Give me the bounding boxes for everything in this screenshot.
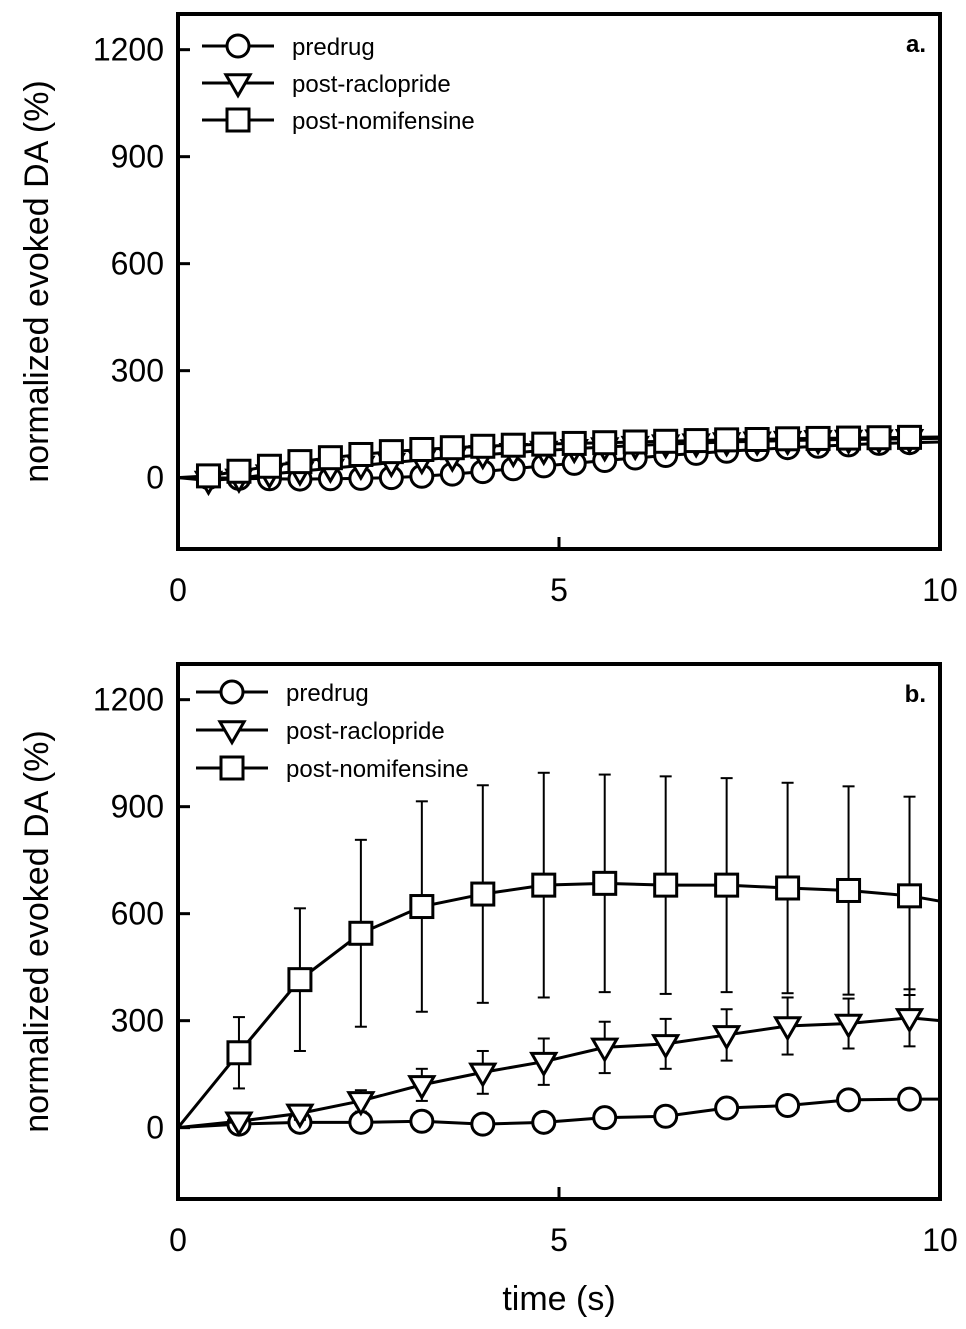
legend-label: post-raclopride xyxy=(286,718,445,745)
legend-label: predrug xyxy=(286,680,369,707)
y-tick-label: 900 xyxy=(111,789,164,825)
data-point xyxy=(378,439,404,465)
data-point xyxy=(683,428,709,454)
data-point xyxy=(226,458,252,484)
x-tick-label: 10 xyxy=(922,1222,958,1258)
legend-label: post-nomifensine xyxy=(292,108,475,135)
data-point xyxy=(470,881,496,907)
data-point xyxy=(836,425,862,451)
data-point xyxy=(650,1034,681,1060)
data-point xyxy=(592,870,618,896)
data-point xyxy=(226,1040,252,1066)
series-post-raclopride xyxy=(177,988,941,1137)
data-point xyxy=(836,877,862,903)
y-tick-label: 0 xyxy=(146,1110,164,1146)
data-point xyxy=(285,1103,315,1130)
series-post-nomifensine xyxy=(177,424,941,489)
data-point xyxy=(897,883,923,909)
data-point xyxy=(714,872,740,898)
data-point xyxy=(195,463,221,489)
data-point xyxy=(714,1095,740,1121)
series-line xyxy=(176,881,941,1129)
y-tick-label: 1200 xyxy=(93,682,164,718)
legend-label: post-raclopride xyxy=(292,71,451,98)
data-point xyxy=(653,872,679,898)
legend-marker xyxy=(223,73,253,99)
data-point xyxy=(470,1111,496,1137)
data-point xyxy=(775,1093,801,1119)
data-point xyxy=(894,1008,925,1034)
legend-label: post-nomifensine xyxy=(286,756,469,783)
x-tick-label: 5 xyxy=(550,1222,568,1258)
legend-marker xyxy=(225,33,251,59)
data-point xyxy=(775,426,801,452)
chart-panel-1: 0 300 600 900 1200 0 5 10 normalized evoked DA (… xyxy=(18,12,958,608)
y-tick-label: 300 xyxy=(111,1003,164,1039)
x-axis-label: time (s) xyxy=(502,1280,615,1318)
y-tick-label: 600 xyxy=(111,896,164,932)
data-point xyxy=(348,920,374,946)
data-point xyxy=(561,430,587,456)
y-tick-label: 0 xyxy=(146,460,164,496)
data-point xyxy=(224,1111,254,1137)
data-point xyxy=(592,430,618,456)
data-point xyxy=(470,433,496,459)
data-point xyxy=(468,1062,498,1089)
data-point xyxy=(897,424,923,450)
data-point xyxy=(775,875,801,901)
data-point xyxy=(866,425,892,451)
data-point xyxy=(348,441,374,467)
data-point xyxy=(772,1016,803,1042)
legend-marker xyxy=(225,107,251,133)
data-point xyxy=(256,453,282,479)
panel-label: a. xyxy=(906,31,926,58)
legend-label: predrug xyxy=(292,34,375,61)
data-point xyxy=(711,1025,742,1051)
data-point xyxy=(317,445,343,471)
data-point xyxy=(531,872,557,898)
data-point xyxy=(287,967,313,993)
data-point xyxy=(836,1087,862,1113)
panel-label: b. xyxy=(905,681,926,708)
data-point xyxy=(531,431,557,457)
x-tick-label: 0 xyxy=(169,572,187,608)
legend-marker xyxy=(217,720,247,746)
y-tick-label: 900 xyxy=(111,139,164,175)
x-tick-label: 10 xyxy=(922,572,958,608)
data-point xyxy=(346,1091,376,1117)
x-tick-label: 0 xyxy=(169,1222,187,1258)
y-tick-label: 600 xyxy=(111,246,164,282)
data-point xyxy=(409,894,435,920)
chart-panel-2: 0 300 600 900 1200 0 5 10 normalized evoked DA (… xyxy=(18,662,958,1318)
y-tick-label: 1200 xyxy=(93,32,164,68)
data-point xyxy=(531,1109,557,1135)
data-point xyxy=(592,1105,618,1131)
legend-marker xyxy=(219,755,245,781)
data-point xyxy=(714,427,740,453)
data-point xyxy=(409,1108,435,1134)
data-point xyxy=(833,1013,864,1040)
data-point xyxy=(287,449,313,475)
data-point xyxy=(622,429,648,455)
data-point xyxy=(897,1086,923,1112)
y-axis-label: normalized evoked DA (%) xyxy=(18,730,56,1133)
data-point xyxy=(805,425,831,451)
y-axis-label: normalized evoked DA (%) xyxy=(18,80,56,483)
y-tick-label: 300 xyxy=(111,353,164,389)
data-point xyxy=(653,1103,679,1129)
data-point xyxy=(409,436,435,462)
data-point xyxy=(407,1075,437,1101)
legend-marker xyxy=(219,679,245,705)
data-point xyxy=(590,1037,620,1064)
data-point xyxy=(529,1051,559,1078)
data-point xyxy=(439,435,465,461)
data-point xyxy=(744,427,770,453)
data-point xyxy=(653,428,679,454)
series-post-nomifensine xyxy=(176,771,941,1129)
x-tick-label: 5 xyxy=(550,572,568,608)
data-point xyxy=(500,432,526,458)
